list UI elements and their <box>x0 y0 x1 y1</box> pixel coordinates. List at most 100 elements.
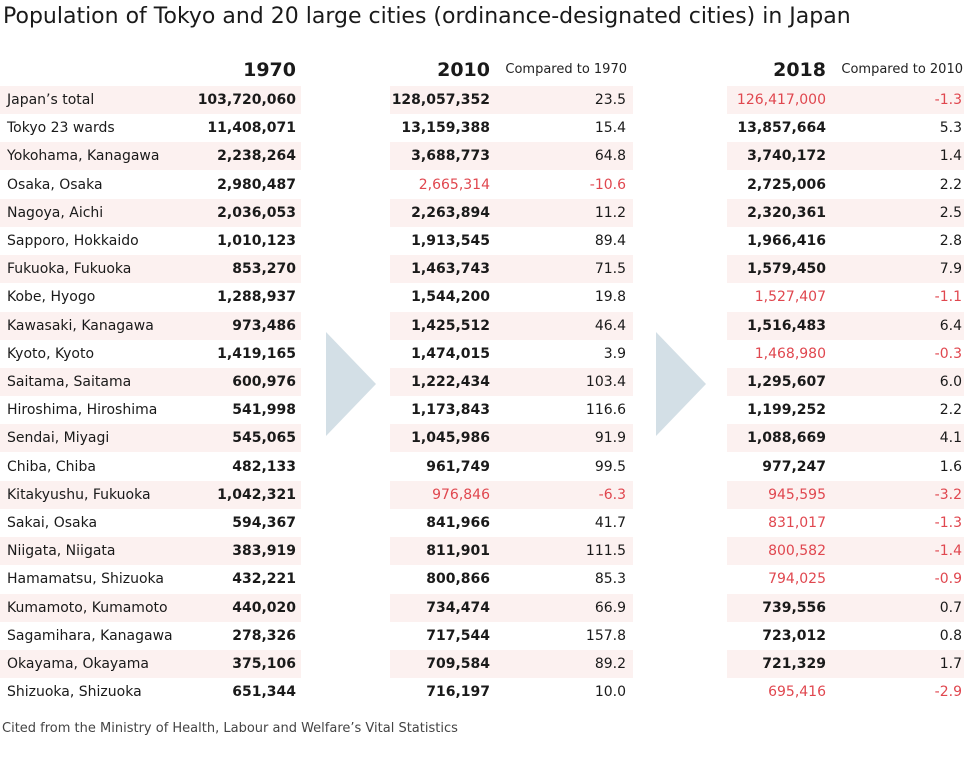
table-row-band <box>390 537 633 565</box>
population-1970-cell: 103,720,060 <box>197 92 296 108</box>
table-row-band <box>390 481 633 509</box>
change-2010-2018-cell: 0.7 <box>939 600 962 616</box>
population-2010-cell: 3,688,773 <box>411 148 490 164</box>
table-row-band <box>390 368 633 396</box>
population-1970-cell: 2,238,264 <box>217 148 296 164</box>
population-2010-cell: 1,913,545 <box>411 233 490 249</box>
population-2018-cell: 695,416 <box>768 684 826 700</box>
population-2010-cell: 1,544,200 <box>411 289 490 305</box>
change-2010-2018-cell: -3.2 <box>934 487 962 503</box>
table-row-band <box>390 142 633 170</box>
population-2018-cell: 800,582 <box>768 543 826 559</box>
table-row-band <box>390 312 633 340</box>
table-row-band <box>0 86 301 114</box>
population-2010-cell: 717,544 <box>426 628 490 644</box>
header-compared-2010: Compared to 2010 <box>841 62 963 77</box>
population-2010-cell: 1,463,743 <box>411 261 490 277</box>
city-name-cell: Tokyo 23 wards <box>7 120 115 136</box>
change-2010-2018-cell: -1.1 <box>934 289 962 305</box>
population-2018-cell: 2,725,006 <box>747 177 826 193</box>
table-row-band <box>0 142 301 170</box>
table-row-band <box>0 255 301 283</box>
population-2018-cell: 1,579,450 <box>747 261 826 277</box>
header-2010: 2010 <box>437 59 490 81</box>
population-2018-cell: 1,527,407 <box>754 289 826 305</box>
population-1970-cell: 1,419,165 <box>217 346 296 362</box>
change-2010-2018-cell: 1.4 <box>939 148 962 164</box>
population-1970-cell: 541,998 <box>232 402 296 418</box>
population-1970-cell: 2,036,053 <box>217 205 296 221</box>
population-2018-cell: 126,417,000 <box>736 92 826 108</box>
population-2010-cell: 1,045,986 <box>411 430 490 446</box>
change-1970-2010-cell: 103.4 <box>585 374 626 390</box>
population-2018-cell: 977,247 <box>762 459 826 475</box>
population-2010-cell: 976,846 <box>432 487 490 503</box>
population-1970-cell: 594,367 <box>232 515 296 531</box>
table-row-band <box>0 424 301 452</box>
table-row-band <box>727 368 964 396</box>
change-2010-2018-cell: -1.3 <box>934 92 962 108</box>
population-2010-cell: 2,665,314 <box>418 177 490 193</box>
change-1970-2010-cell: 10.0 <box>594 684 626 700</box>
city-name-cell: Chiba, Chiba <box>7 459 96 475</box>
change-1970-2010-cell: 91.9 <box>594 430 626 446</box>
change-2010-2018-cell: 2.2 <box>939 402 962 418</box>
change-1970-2010-cell: 11.2 <box>594 205 626 221</box>
population-2010-cell: 961,749 <box>426 459 490 475</box>
arrow-1970-to-2010-icon <box>326 332 376 436</box>
population-2018-cell: 1,468,980 <box>754 346 826 362</box>
city-name-cell: Sendai, Miyagi <box>7 430 110 446</box>
header-1970: 1970 <box>243 59 296 81</box>
table-row-band <box>727 594 964 622</box>
change-1970-2010-cell: -10.6 <box>589 177 626 193</box>
change-2010-2018-cell: 6.0 <box>939 374 962 390</box>
city-name-cell: Hiroshima, Hiroshima <box>7 402 158 418</box>
city-name-cell: Kumamoto, Kumamoto <box>7 600 168 616</box>
change-1970-2010-cell: 111.5 <box>585 543 626 559</box>
population-2018-cell: 2,320,361 <box>747 205 826 221</box>
population-2010-cell: 13,159,388 <box>401 120 490 136</box>
table-row-band <box>0 594 301 622</box>
change-2010-2018-cell: 7.9 <box>939 261 962 277</box>
change-1970-2010-cell: 89.4 <box>594 233 626 249</box>
change-1970-2010-cell: 157.8 <box>585 628 626 644</box>
population-2010-cell: 709,584 <box>426 656 490 672</box>
change-1970-2010-cell: 41.7 <box>594 515 626 531</box>
change-2010-2018-cell: 4.1 <box>939 430 962 446</box>
population-2018-cell: 794,025 <box>768 571 826 587</box>
city-name-cell: Sagamihara, Kanagawa <box>7 628 173 644</box>
change-2010-2018-cell: 0.8 <box>939 628 962 644</box>
population-2010-cell: 2,263,894 <box>411 205 490 221</box>
population-2018-cell: 1,199,252 <box>747 402 826 418</box>
population-2010-cell: 800,866 <box>426 571 490 587</box>
change-1970-2010-cell: 64.8 <box>594 148 626 164</box>
table-row-band <box>390 650 633 678</box>
city-name-cell: Shizuoka, Shizuoka <box>7 684 142 700</box>
change-1970-2010-cell: 85.3 <box>594 571 626 587</box>
city-name-cell: Hamamatsu, Shizuoka <box>7 571 164 587</box>
change-1970-2010-cell: 3.9 <box>603 346 626 362</box>
population-2010-cell: 841,966 <box>426 515 490 531</box>
population-1970-cell: 651,344 <box>232 684 296 700</box>
city-name-cell: Fukuoka, Fukuoka <box>7 261 132 277</box>
table-row-band <box>0 537 301 565</box>
population-2010-cell: 128,057,352 <box>391 92 490 108</box>
city-name-cell: Kyoto, Kyoto <box>7 346 95 362</box>
population-1970-cell: 440,020 <box>232 600 296 616</box>
table-row-band <box>727 650 964 678</box>
population-2018-cell: 13,857,664 <box>737 120 826 136</box>
population-2018-cell: 3,740,172 <box>747 148 826 164</box>
population-1970-cell: 482,133 <box>232 459 296 475</box>
table-row-band <box>727 255 964 283</box>
change-1970-2010-cell: 116.6 <box>585 402 626 418</box>
population-1970-cell: 1,042,321 <box>217 487 296 503</box>
population-2010-cell: 811,901 <box>426 543 490 559</box>
change-1970-2010-cell: 71.5 <box>594 261 626 277</box>
table-row-band <box>0 650 301 678</box>
population-2010-cell: 716,197 <box>426 684 490 700</box>
population-2010-cell: 1,222,434 <box>411 374 490 390</box>
population-1970-cell: 432,221 <box>232 571 296 587</box>
city-name-cell: Niigata, Niigata <box>7 543 116 559</box>
change-2010-2018-cell: -2.9 <box>934 684 962 700</box>
population-2010-cell: 1,474,015 <box>411 346 490 362</box>
